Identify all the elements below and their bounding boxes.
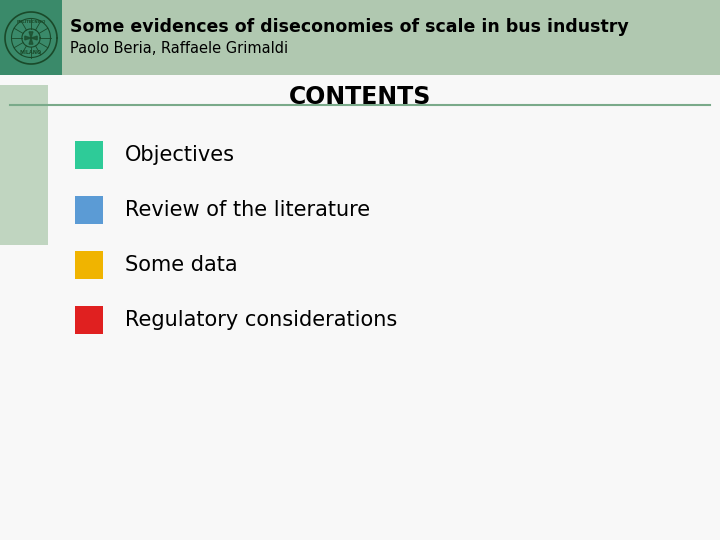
Text: Some evidences of diseconomies of scale in bus industry: Some evidences of diseconomies of scale …: [70, 18, 629, 36]
Polygon shape: [29, 38, 33, 44]
Text: Regulatory considerations: Regulatory considerations: [125, 310, 397, 330]
Text: POLITECNICO: POLITECNICO: [17, 21, 45, 24]
FancyBboxPatch shape: [75, 306, 103, 334]
Text: CONTENTS: CONTENTS: [289, 85, 431, 109]
Text: Paolo Beria, Raffaele Grimaldi: Paolo Beria, Raffaele Grimaldi: [70, 41, 288, 56]
Polygon shape: [31, 36, 37, 40]
Text: Objectives: Objectives: [125, 145, 235, 165]
FancyBboxPatch shape: [75, 141, 103, 169]
FancyBboxPatch shape: [0, 0, 62, 75]
FancyBboxPatch shape: [0, 85, 48, 245]
FancyBboxPatch shape: [75, 196, 103, 224]
Text: MILANO: MILANO: [20, 50, 42, 55]
Polygon shape: [29, 32, 33, 38]
FancyBboxPatch shape: [75, 251, 103, 279]
FancyBboxPatch shape: [0, 0, 720, 75]
Text: Review of the literature: Review of the literature: [125, 200, 370, 220]
Polygon shape: [24, 36, 31, 40]
Text: Some data: Some data: [125, 255, 238, 275]
